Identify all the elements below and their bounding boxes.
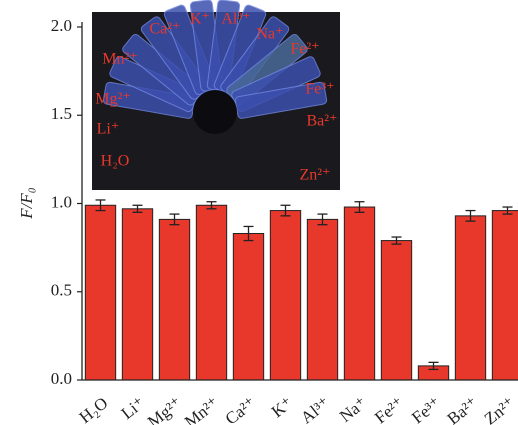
y-tick-label: 2.0 xyxy=(51,16,72,35)
bar xyxy=(121,208,154,381)
x-tick-label: H₂O xyxy=(76,393,112,425)
x-tick-label: Mn²⁺ xyxy=(181,393,222,425)
error-bar xyxy=(465,209,476,222)
error-bar xyxy=(317,213,328,226)
error-bar xyxy=(391,236,402,245)
x-tick-label: Al³⁺ xyxy=(297,393,333,425)
bar xyxy=(454,215,487,381)
center-dark xyxy=(193,90,237,134)
bar xyxy=(84,204,117,381)
bar xyxy=(491,210,518,381)
error-bar xyxy=(502,206,513,215)
x-tick-label: Ba²⁺ xyxy=(444,393,482,425)
error-bar xyxy=(132,204,143,213)
inset-label: Ca²⁺ xyxy=(149,21,180,38)
bar xyxy=(232,233,265,381)
bar xyxy=(380,240,413,381)
bar xyxy=(158,218,191,381)
x-tick-label: Fe³⁺ xyxy=(408,393,444,425)
error-bar xyxy=(428,361,439,371)
bar xyxy=(195,204,228,381)
x-tick-label: Li⁺ xyxy=(118,393,149,423)
inset-label: Fe²⁺ xyxy=(290,41,319,58)
x-tick-label: K⁺ xyxy=(268,393,296,421)
error-bar xyxy=(243,225,254,242)
x-tick-label: Fe²⁺ xyxy=(371,393,407,425)
y-tick-label: 0.5 xyxy=(51,281,72,300)
inset-label: Fe³⁺ xyxy=(305,81,334,98)
x-tick-label: Mg²⁺ xyxy=(144,393,185,425)
bar xyxy=(343,206,376,381)
inset-label: Al³⁺ xyxy=(221,11,250,28)
x-tick-label: Ca²⁺ xyxy=(222,393,260,425)
inset-label: H₂O xyxy=(101,153,130,170)
error-bar xyxy=(95,199,106,212)
error-bar xyxy=(280,204,291,217)
error-bar xyxy=(206,201,217,210)
inset-label: Mg²⁺ xyxy=(95,91,130,108)
error-bar xyxy=(354,201,365,213)
x-tick-label: Zn²⁺ xyxy=(481,393,518,425)
bar xyxy=(306,218,339,381)
error-bar xyxy=(169,213,180,226)
inset-label: Ba²⁺ xyxy=(306,113,337,130)
bar xyxy=(269,210,302,381)
inset-label: Na⁺ xyxy=(256,26,283,43)
y-tick-label: 1.5 xyxy=(51,104,72,123)
y-tick-label: 0.0 xyxy=(51,369,72,388)
inset-label: Zn²⁺ xyxy=(299,167,330,184)
inset-label: Li⁺ xyxy=(97,121,120,138)
x-tick-label: Na⁺ xyxy=(336,393,370,425)
inset-label: K⁺ xyxy=(190,11,210,28)
inset-photo: Ca²⁺ K⁺ Al³⁺ Na⁺ Fe²⁺ Mn²⁺ Fe³⁺ Mg²⁺ Ba²⁺ Li⁺ H₂O Z… xyxy=(92,0,340,190)
inset-label: Mn²⁺ xyxy=(102,51,137,68)
y-tick-label: 1.0 xyxy=(51,192,72,211)
y-axis-label: F/F₀ xyxy=(17,187,36,219)
